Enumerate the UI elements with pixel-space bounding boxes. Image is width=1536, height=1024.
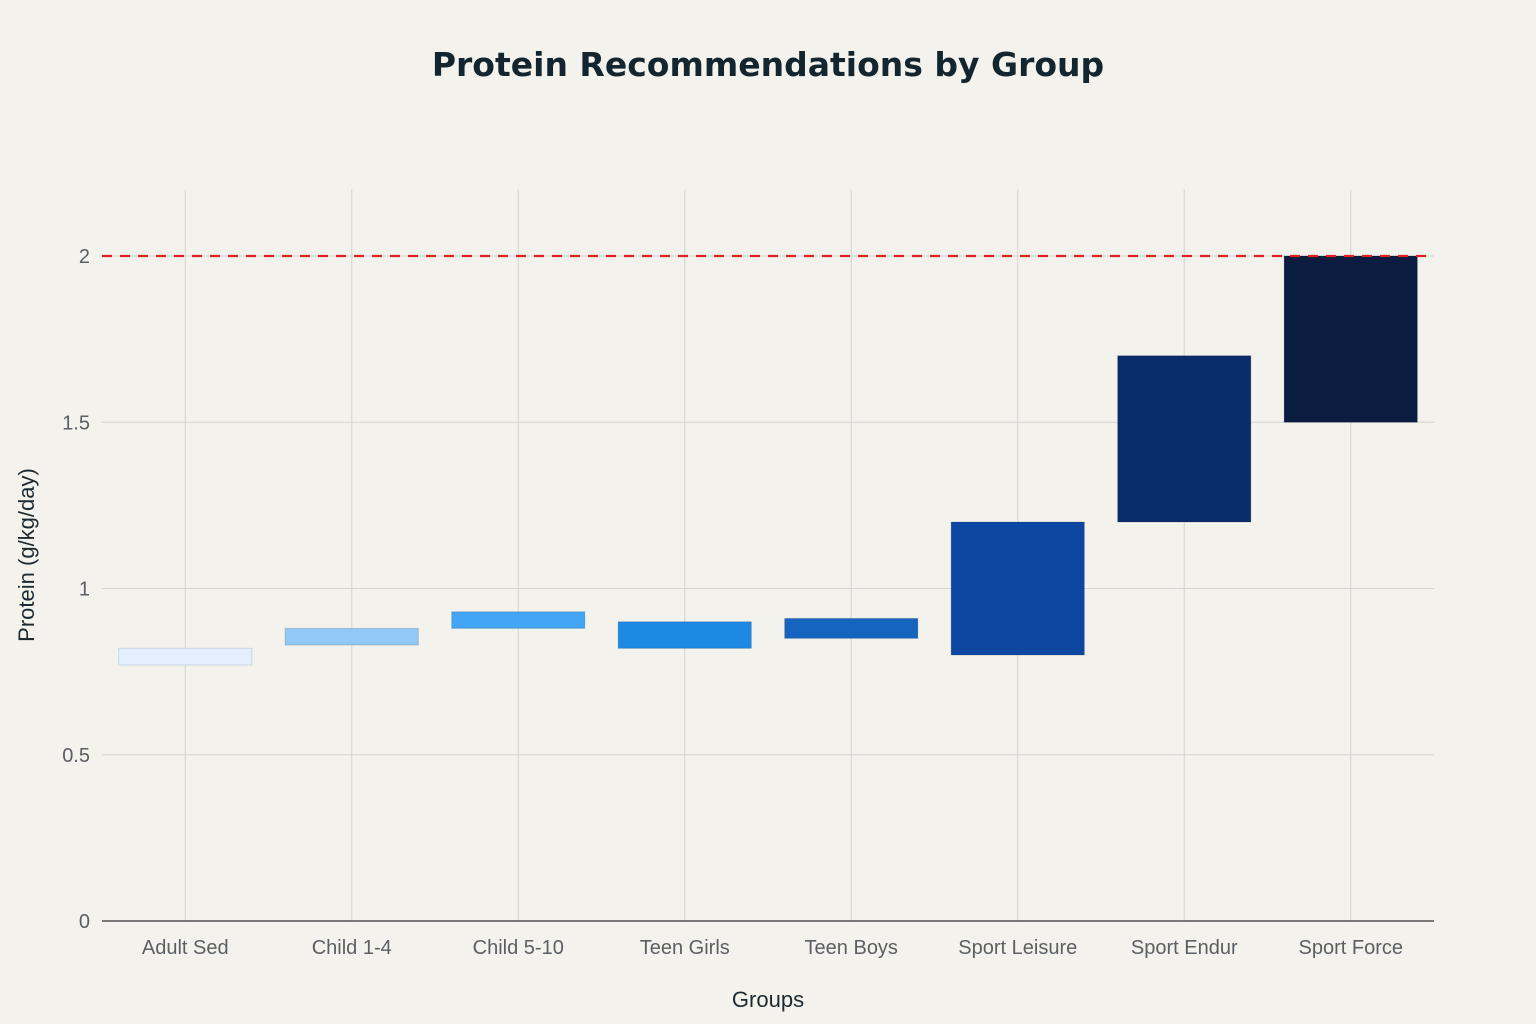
bar-adult-sed bbox=[118, 647, 253, 666]
bar-teen-boys bbox=[784, 617, 919, 639]
x-tick-labels: Adult Sed Child 1-4 Child 5-10 Teen Girls Te… bbox=[142, 937, 1403, 959]
bar-child-1-4 bbox=[284, 627, 419, 646]
x-tick-label: Teen Girls bbox=[640, 937, 730, 959]
bar-child-5-10 bbox=[451, 611, 586, 629]
bar-teen-girls bbox=[617, 621, 752, 649]
bar-sport-force bbox=[1283, 255, 1418, 423]
x-tick-label: Teen Boys bbox=[805, 937, 898, 959]
chart-title: Protein Recommendations by Group bbox=[432, 45, 1104, 84]
y-tick-label: 2 bbox=[79, 246, 90, 268]
x-tick-label: Adult Sed bbox=[142, 937, 229, 959]
x-tick-label: Child 5-10 bbox=[473, 937, 564, 959]
bars bbox=[118, 255, 1418, 666]
y-tick-labels: 0 0.5 1 1.5 2 bbox=[62, 246, 90, 933]
y-tick-label: 0.5 bbox=[62, 745, 90, 767]
x-tick-label: Child 1-4 bbox=[312, 937, 392, 959]
y-tick-label: 0 bbox=[79, 911, 90, 933]
y-tick-label: 1.5 bbox=[62, 412, 90, 434]
y-axis-title: Protein (g/kg/day) bbox=[14, 468, 39, 642]
x-tick-label: Sport Force bbox=[1299, 937, 1403, 959]
y-tick-label: 1 bbox=[79, 579, 90, 601]
bar-sport-endur bbox=[1117, 355, 1252, 523]
bar-sport-leisure bbox=[950, 521, 1085, 656]
x-tick-label: Sport Leisure bbox=[958, 937, 1077, 959]
x-axis-title: Groups bbox=[732, 987, 804, 1012]
x-tick-label: Sport Endur bbox=[1131, 937, 1238, 959]
